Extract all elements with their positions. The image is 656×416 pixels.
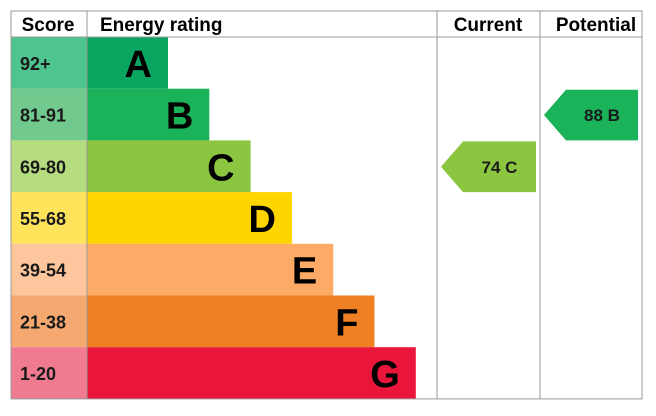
score-cell-a: [11, 37, 87, 89]
score-range-g: 1-20: [20, 364, 56, 384]
current-rating-label: 74 C: [482, 158, 518, 177]
rating-letter-e: E: [292, 251, 317, 293]
potential-rating-label: 88 B: [584, 106, 620, 125]
score-range-f: 21-38: [20, 312, 66, 332]
current-column-header: Current: [454, 15, 523, 36]
rating-bar-c: [87, 140, 251, 193]
rating-bar-e: [87, 243, 334, 296]
score-range-b: 81-91: [20, 106, 66, 126]
rating-letter-b: B: [166, 96, 193, 138]
rating-bar-d: [87, 192, 292, 244]
rating-bar-b: [87, 88, 210, 141]
current-arrow: [441, 141, 536, 193]
potential-arrow: [544, 89, 638, 141]
rating-letter-c: C: [207, 147, 234, 189]
score-cell-d: [11, 192, 87, 244]
table-grid: [10, 10, 643, 400]
rating-letter-g: G: [370, 354, 400, 396]
score-range-c: 69-80: [20, 157, 66, 177]
rating-arrows: 74 C 88 B: [441, 89, 638, 193]
rating-bar-f: [87, 295, 375, 348]
energy-rating-column-header: Energy rating: [100, 15, 222, 36]
score-range-d: 55-68: [20, 209, 66, 229]
rating-letter-a: A: [125, 44, 152, 86]
score-cell-f: [11, 295, 87, 348]
table-border: [10, 10, 643, 400]
rating-letter-f: F: [335, 302, 358, 344]
score-cell-b: [11, 88, 87, 141]
score-cell-g: [11, 347, 87, 399]
rating-letter-d: D: [248, 199, 275, 241]
score-column-header: Score: [22, 15, 75, 36]
rating-bar-a: [87, 37, 168, 89]
score-cell-c: [11, 140, 87, 193]
potential-column-header: Potential: [556, 15, 636, 36]
score-range-e: 39-54: [20, 261, 66, 281]
score-cell-e: [11, 243, 87, 296]
score-range-a: 92+: [20, 54, 51, 74]
rating-bar-g: [87, 347, 416, 399]
header-row: Score Energy rating Current Potential: [22, 15, 637, 36]
rating-bands: 92+ A 81-91 B 69-80 C 55-68 D 39-54 E 21-38 F 1-20 G: [11, 37, 416, 399]
